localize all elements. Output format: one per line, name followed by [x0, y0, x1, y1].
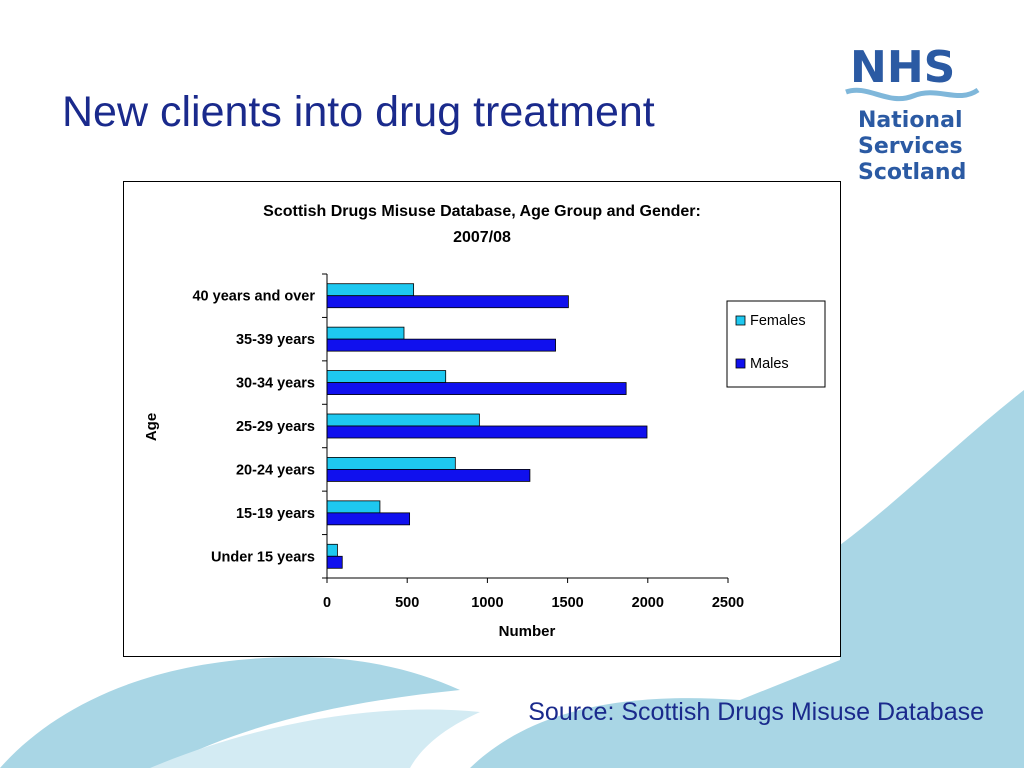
x-tick-label: 0	[323, 595, 331, 611]
category-label: 25-29 years	[236, 419, 315, 435]
chart-subtitle: 2007/08	[453, 229, 511, 246]
category-label: 20-24 years	[236, 462, 315, 478]
bar-males-4	[326, 469, 531, 482]
bar-males-6	[326, 555, 343, 569]
legend-swatch-males	[735, 358, 746, 369]
chart-frame: Scottish Drugs Misuse Database, Age Grou…	[123, 181, 841, 657]
bar-males-1	[326, 338, 556, 352]
category-label: Under 15 years	[211, 549, 315, 565]
nhs-logo-mark: NHS	[845, 42, 980, 102]
x-tick-label: 2000	[632, 595, 664, 611]
bar-females-3	[326, 413, 480, 427]
category-label: 40 years and over	[192, 289, 315, 305]
bar-females-5	[326, 500, 381, 514]
category-label: 35-39 years	[236, 332, 315, 348]
bar-chart: Scottish Drugs Misuse Database, Age Grou…	[143, 203, 826, 640]
legend-label-males: Males	[750, 356, 789, 372]
slide-title: New clients into drug treatment	[62, 88, 655, 136]
bar-females-0	[326, 283, 415, 297]
background-wave-large	[470, 390, 1024, 768]
x-axis-label: Number	[499, 623, 556, 640]
logo-line-services: Services	[858, 134, 963, 159]
logo-line-national: National	[858, 108, 963, 133]
bar-males-5	[326, 512, 411, 526]
chart-title: Scottish Drugs Misuse Database, Age Grou…	[263, 203, 701, 220]
nhs-logo: NHS National Services Scotland	[838, 40, 988, 186]
y-axis-label: Age	[143, 413, 160, 441]
x-tick-label: 1500	[551, 595, 583, 611]
category-label: 30-34 years	[236, 376, 315, 392]
source-note: Source: Scottish Drugs Misuse Database	[528, 698, 984, 726]
bar-males-3	[326, 425, 648, 439]
x-tick-label: 1000	[471, 595, 503, 611]
logo-wave-icon	[845, 87, 980, 102]
x-tick-label: 2500	[712, 595, 744, 611]
background-wave-light	[150, 709, 480, 768]
legend-swatch-females	[735, 315, 746, 326]
bar-males-0	[326, 295, 569, 309]
nhs-wordmark: NHS	[850, 42, 955, 93]
bar-males-2	[326, 382, 627, 395]
logo-line-scotland: Scotland	[858, 160, 967, 185]
legend-box	[726, 300, 826, 388]
bar-females-4	[326, 457, 456, 470]
background-wave-left	[0, 657, 460, 768]
bar-females-1	[326, 326, 405, 340]
x-tick-label: 500	[395, 595, 419, 611]
plot-area: 40 years and over 35-39 years 30-34 years 2…	[192, 273, 744, 611]
legend-label-females: Females	[750, 313, 806, 329]
legend: Females Males	[726, 300, 826, 388]
bar-females-2	[326, 370, 447, 383]
category-label: 15-19 years	[236, 506, 315, 522]
bar-females-6	[326, 543, 338, 557]
